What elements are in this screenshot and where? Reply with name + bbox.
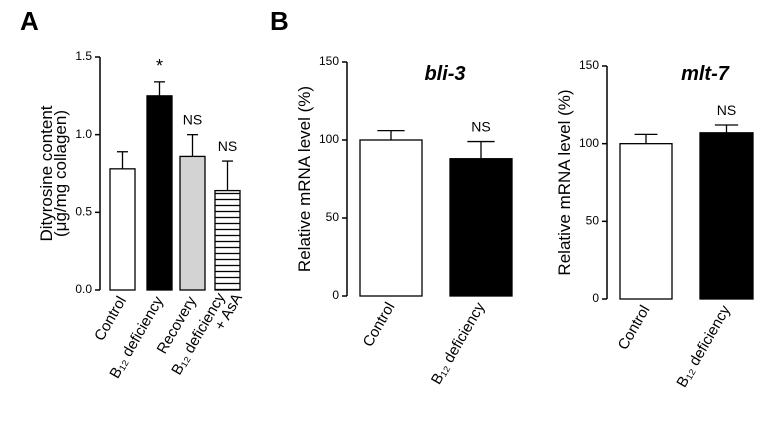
bar	[214, 189, 241, 291]
y-axis-label: Relative mRNA level (%)	[555, 89, 574, 275]
y-tick-label: 0.5	[75, 205, 92, 219]
bar	[359, 139, 423, 297]
x-tick-label: B₁₂ deficiency	[673, 302, 734, 390]
y-tick-label: 1.5	[75, 49, 92, 63]
bar	[449, 158, 513, 297]
x-tick-label: B₁₂ deficiency	[428, 299, 489, 387]
bar	[146, 95, 173, 291]
y-tick-label: 1.0	[75, 127, 92, 141]
bar	[699, 132, 754, 300]
y-tick-label: 150	[579, 58, 599, 72]
chart-title: bli-3	[424, 63, 465, 85]
bar	[179, 155, 206, 291]
bar	[619, 143, 673, 300]
y-axis-label: Dityrosine content	[37, 105, 56, 241]
annotation: *	[156, 56, 163, 76]
chart-title: mlt-7	[681, 63, 730, 85]
y-tick-label: 50	[586, 214, 600, 228]
y-axis-label: (μg/mg collagen)	[51, 110, 70, 237]
panel: mlt-7 0 50 100 150 Relative mRNA level (%) Con…	[555, 58, 754, 390]
y-tick-label: 100	[319, 132, 339, 146]
x-tick-label: Control	[360, 300, 399, 350]
panel-label: A	[20, 6, 39, 36]
y-tick-label: 0	[592, 291, 599, 305]
annotation: NS	[183, 112, 202, 128]
panel: A 0.0 0.5 1.0 1.5 Dityrosine content(μg/mg co…	[20, 6, 246, 381]
annotation: NS	[218, 138, 237, 154]
x-tick-label: Control	[91, 294, 130, 344]
y-tick-label: 50	[326, 210, 340, 224]
y-tick-label: 100	[579, 136, 599, 150]
bar	[109, 168, 136, 291]
annotation: NS	[717, 102, 736, 118]
y-tick-label: 0	[332, 288, 339, 302]
panel-label: B	[270, 6, 289, 36]
annotation: NS	[471, 119, 490, 135]
y-axis-label: Relative mRNA level (%)	[295, 86, 314, 272]
y-tick-label: 0.0	[75, 282, 92, 296]
y-tick-label: 150	[319, 54, 339, 68]
x-tick-label: Control	[615, 303, 654, 353]
